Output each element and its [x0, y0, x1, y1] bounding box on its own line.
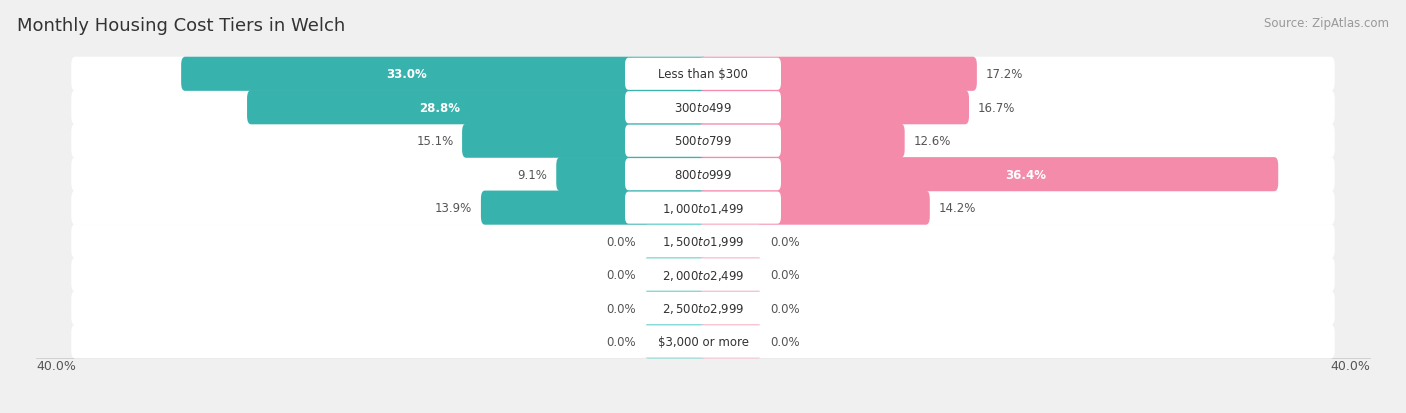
FancyBboxPatch shape [626, 125, 780, 157]
FancyBboxPatch shape [626, 159, 780, 191]
FancyBboxPatch shape [699, 225, 762, 259]
FancyBboxPatch shape [72, 158, 1334, 192]
Text: $800 to $999: $800 to $999 [673, 168, 733, 181]
Text: 0.0%: 0.0% [606, 302, 636, 315]
Text: $2,000 to $2,499: $2,000 to $2,499 [662, 268, 744, 282]
FancyBboxPatch shape [72, 57, 1334, 92]
FancyBboxPatch shape [463, 124, 707, 159]
FancyBboxPatch shape [699, 258, 762, 292]
FancyBboxPatch shape [699, 158, 1278, 192]
Text: $1,500 to $1,999: $1,500 to $1,999 [662, 235, 744, 249]
Text: Less than $300: Less than $300 [658, 68, 748, 81]
FancyBboxPatch shape [699, 57, 977, 92]
Text: 0.0%: 0.0% [606, 268, 636, 281]
FancyBboxPatch shape [699, 325, 762, 358]
FancyBboxPatch shape [644, 325, 707, 358]
FancyBboxPatch shape [626, 259, 780, 291]
FancyBboxPatch shape [72, 124, 1334, 159]
Text: 28.8%: 28.8% [419, 102, 460, 114]
Text: 40.0%: 40.0% [37, 359, 76, 372]
FancyBboxPatch shape [626, 225, 780, 258]
Text: Source: ZipAtlas.com: Source: ZipAtlas.com [1264, 17, 1389, 29]
Text: 0.0%: 0.0% [770, 235, 800, 248]
Text: 13.9%: 13.9% [434, 202, 472, 215]
FancyBboxPatch shape [644, 225, 707, 259]
Text: $500 to $799: $500 to $799 [673, 135, 733, 148]
FancyBboxPatch shape [626, 92, 780, 124]
FancyBboxPatch shape [181, 57, 707, 92]
Text: 15.1%: 15.1% [416, 135, 454, 148]
FancyBboxPatch shape [699, 191, 929, 225]
FancyBboxPatch shape [626, 292, 780, 324]
Text: 36.4%: 36.4% [1005, 168, 1046, 181]
FancyBboxPatch shape [644, 258, 707, 292]
FancyBboxPatch shape [481, 191, 707, 225]
FancyBboxPatch shape [699, 124, 904, 159]
FancyBboxPatch shape [72, 191, 1334, 225]
Text: 17.2%: 17.2% [986, 68, 1024, 81]
FancyBboxPatch shape [699, 291, 762, 325]
FancyBboxPatch shape [626, 192, 780, 224]
Text: 0.0%: 0.0% [770, 268, 800, 281]
Text: 9.1%: 9.1% [517, 168, 547, 181]
FancyBboxPatch shape [644, 291, 707, 325]
Text: 14.2%: 14.2% [938, 202, 976, 215]
Text: 16.7%: 16.7% [977, 102, 1015, 114]
FancyBboxPatch shape [557, 158, 707, 192]
Text: 40.0%: 40.0% [1330, 359, 1369, 372]
Text: 0.0%: 0.0% [770, 302, 800, 315]
Text: $3,000 or more: $3,000 or more [658, 335, 748, 348]
FancyBboxPatch shape [72, 325, 1334, 358]
FancyBboxPatch shape [72, 291, 1334, 325]
FancyBboxPatch shape [72, 258, 1334, 292]
FancyBboxPatch shape [626, 59, 780, 90]
Text: $2,500 to $2,999: $2,500 to $2,999 [662, 301, 744, 315]
FancyBboxPatch shape [72, 225, 1334, 259]
Text: $300 to $499: $300 to $499 [673, 102, 733, 114]
FancyBboxPatch shape [247, 91, 707, 125]
FancyBboxPatch shape [72, 91, 1334, 125]
Text: 12.6%: 12.6% [914, 135, 950, 148]
FancyBboxPatch shape [699, 91, 969, 125]
Text: 0.0%: 0.0% [606, 235, 636, 248]
Text: $1,000 to $1,499: $1,000 to $1,499 [662, 201, 744, 215]
Text: 33.0%: 33.0% [387, 68, 427, 81]
Text: 0.0%: 0.0% [770, 335, 800, 348]
FancyBboxPatch shape [626, 325, 780, 358]
Text: Monthly Housing Cost Tiers in Welch: Monthly Housing Cost Tiers in Welch [17, 17, 344, 34]
Text: 0.0%: 0.0% [606, 335, 636, 348]
